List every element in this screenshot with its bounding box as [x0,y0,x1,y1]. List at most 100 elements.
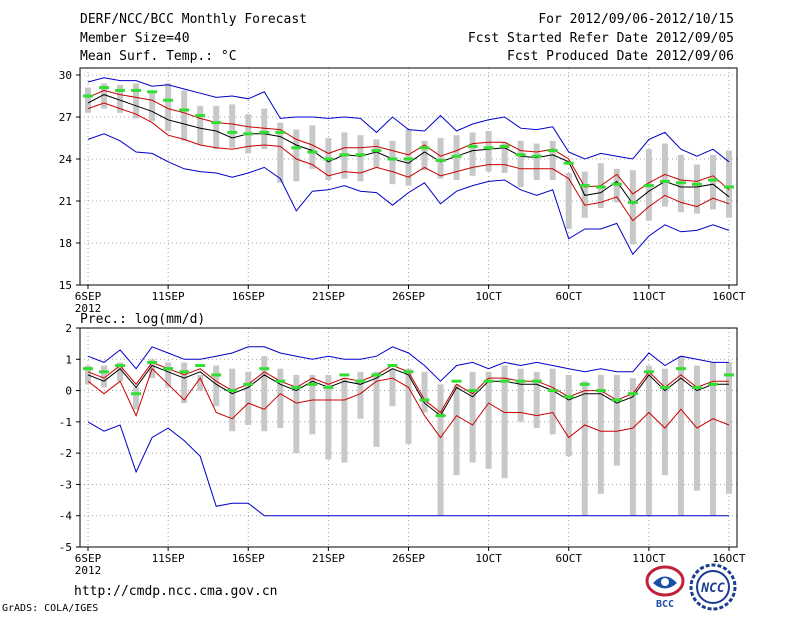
range-box [261,356,268,432]
range-box [245,371,252,425]
range-box [85,87,92,113]
median-marker [259,130,270,134]
median-marker [275,379,286,383]
median-marker [403,370,414,374]
series-line-min [87,133,730,256]
median-marker [243,382,254,386]
range-box [453,384,460,476]
range-box [213,365,220,407]
median-marker [371,149,382,153]
median-marker [195,364,206,368]
grads-credit: GrADS: COLA/IGES [2,603,99,614]
range-box [117,84,124,113]
median-marker [563,161,574,165]
y-tick-label: -3 [59,478,72,491]
range-box [101,83,108,109]
range-box [661,368,668,476]
median-marker [723,185,734,189]
range-box [549,140,556,180]
median-marker [115,88,126,92]
range-box [421,140,428,171]
median-marker [259,367,270,371]
range-box [373,371,380,447]
range-box [277,368,284,429]
y-tick-label: 1 [65,353,72,366]
fcst-produced-date: Fcst Produced Date 2012/09/06 [507,49,734,64]
median-marker [195,114,206,118]
x-tick-label: 11SEP [152,552,185,565]
median-marker [467,144,478,148]
member-size-label: Member Size=40 [80,31,190,46]
median-marker [611,398,622,402]
y-tick-label: 18 [59,237,72,250]
precip-panel-title: Prec.: log(mm/d) [80,312,205,327]
range-box [469,132,476,176]
median-marker [435,158,446,162]
y-tick-label: 0 [65,385,72,398]
range-box [485,131,492,172]
range-box [165,362,172,388]
median-marker [675,181,686,185]
median-marker [179,370,190,374]
range-box [501,142,508,173]
median-marker [515,379,526,383]
median-marker [179,108,190,112]
range-box [533,371,540,429]
range-box [197,105,204,145]
median-marker [99,86,110,90]
range-box [645,365,652,516]
variable-label: Mean Surf. Temp.: °C [80,49,237,64]
bcc-logo: BCC [640,564,690,610]
website-url[interactable]: http://cmdp.ncc.cma.gov.cn [74,584,278,599]
series-line-mean-std [87,367,730,439]
y-tick-label: 2 [65,322,72,335]
median-marker [435,414,446,418]
range-box [293,374,300,454]
series-line-max [87,346,729,382]
median-marker [163,98,174,102]
median-marker [355,153,366,157]
range-box [549,368,556,435]
range-box [709,154,716,210]
median-marker [403,157,414,161]
median-marker [307,150,318,154]
range-box [501,365,508,479]
range-box [565,173,572,229]
median-marker [643,184,654,188]
median-marker [723,373,734,377]
x-tick-label: 26SEP [392,552,425,565]
range-box [725,362,732,494]
range-box [437,384,444,516]
bcc-logo-text: BCC [656,599,674,610]
range-box [437,138,444,179]
series-line-mean [87,364,729,417]
range-box [309,125,316,169]
median-marker [115,364,126,368]
median-marker [99,370,110,374]
range-box [693,164,700,214]
median-marker [291,385,302,389]
x-tick-label: 6SEP [75,552,102,565]
x-tick-label: 1OCT [475,552,502,565]
range-box [117,362,124,382]
x-tick-label: 26SEP [392,290,425,303]
range-box [613,374,620,466]
range-box [213,105,220,150]
range-box [373,139,380,168]
median-marker [595,389,606,393]
median-marker [467,389,478,393]
median-marker [659,179,670,183]
median-marker [691,385,702,389]
range-box [581,381,588,516]
range-box [277,122,284,183]
median-marker [451,379,462,383]
median-marker [323,385,334,389]
range-box [421,371,428,413]
median-marker [531,154,542,158]
median-marker [691,182,702,186]
range-box [149,93,156,122]
median-marker [387,364,398,368]
range-box [517,140,524,187]
x-tick-label: 21SEP [312,552,345,565]
